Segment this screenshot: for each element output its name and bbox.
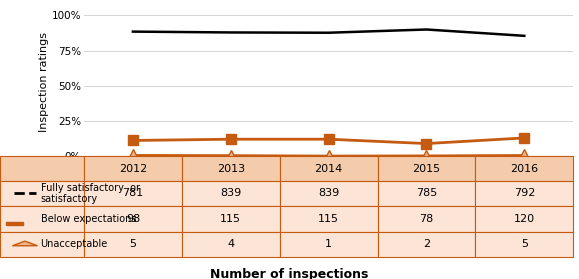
Text: 115: 115: [220, 214, 241, 224]
FancyBboxPatch shape: [84, 206, 182, 232]
Text: Fully satisfactory  or
satisfactory: Fully satisfactory or satisfactory: [41, 183, 140, 204]
Text: 839: 839: [220, 189, 241, 198]
Y-axis label: Inspection ratings: Inspection ratings: [39, 32, 49, 132]
Text: Number of inspections: Number of inspections: [210, 268, 369, 279]
FancyBboxPatch shape: [378, 232, 475, 257]
Text: 5: 5: [521, 239, 528, 249]
FancyBboxPatch shape: [475, 181, 573, 206]
Text: 2012: 2012: [119, 163, 147, 174]
FancyBboxPatch shape: [475, 156, 573, 181]
FancyBboxPatch shape: [84, 181, 182, 206]
Text: 2: 2: [423, 239, 430, 249]
Text: 78: 78: [419, 214, 434, 224]
Text: 2016: 2016: [510, 163, 538, 174]
Text: 2013: 2013: [217, 163, 245, 174]
Text: Below expectations: Below expectations: [41, 214, 136, 224]
FancyBboxPatch shape: [280, 181, 378, 206]
FancyBboxPatch shape: [378, 181, 475, 206]
FancyBboxPatch shape: [182, 156, 280, 181]
Text: 115: 115: [318, 214, 339, 224]
Text: 781: 781: [122, 189, 144, 198]
Text: 120: 120: [514, 214, 535, 224]
FancyBboxPatch shape: [475, 232, 573, 257]
FancyBboxPatch shape: [0, 181, 84, 206]
FancyBboxPatch shape: [0, 156, 84, 181]
FancyBboxPatch shape: [182, 206, 280, 232]
FancyBboxPatch shape: [182, 181, 280, 206]
FancyBboxPatch shape: [182, 232, 280, 257]
Bar: [6, 222, 23, 225]
FancyBboxPatch shape: [0, 232, 84, 257]
Text: 5: 5: [129, 239, 137, 249]
Text: 785: 785: [416, 189, 437, 198]
Text: 98: 98: [126, 214, 140, 224]
FancyBboxPatch shape: [84, 156, 182, 181]
Text: 839: 839: [318, 189, 339, 198]
Text: 1: 1: [325, 239, 332, 249]
Text: 4: 4: [227, 239, 234, 249]
FancyBboxPatch shape: [378, 156, 475, 181]
FancyBboxPatch shape: [475, 206, 573, 232]
Text: 2014: 2014: [314, 163, 343, 174]
FancyBboxPatch shape: [280, 206, 378, 232]
Text: Unacceptable: Unacceptable: [41, 239, 108, 249]
FancyBboxPatch shape: [378, 206, 475, 232]
Text: 2015: 2015: [412, 163, 441, 174]
FancyBboxPatch shape: [280, 156, 378, 181]
Text: 792: 792: [514, 189, 535, 198]
FancyBboxPatch shape: [84, 232, 182, 257]
FancyBboxPatch shape: [0, 206, 84, 232]
FancyBboxPatch shape: [280, 232, 378, 257]
